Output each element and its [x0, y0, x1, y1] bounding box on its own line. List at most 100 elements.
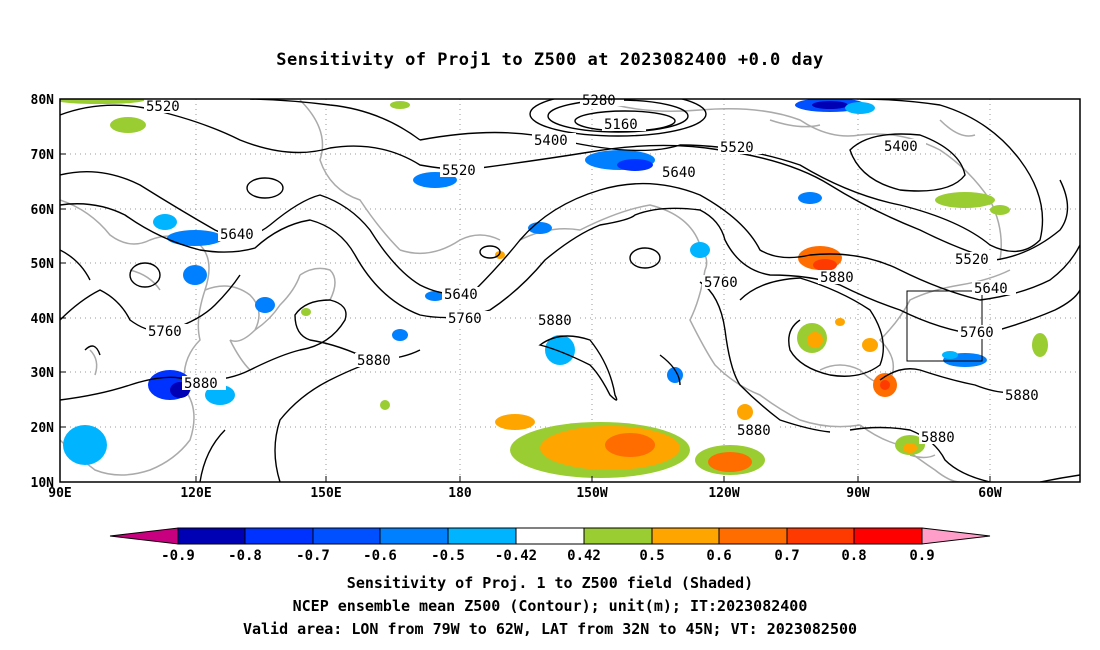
lat-tick-label: 40N — [31, 312, 55, 327]
lon-tick-labels: 90E 120E 150E 180 150W 120W 90W 60W — [48, 486, 1002, 501]
svg-text:5880: 5880 — [538, 313, 572, 329]
svg-text:5880: 5880 — [184, 376, 218, 392]
svg-text:5760: 5760 — [448, 311, 482, 327]
contour-label: 5880 — [1003, 388, 1047, 404]
contour-label: 5640 — [218, 227, 262, 243]
contour-label: 5880 — [536, 313, 580, 329]
colorbar-bin — [853, 527, 923, 545]
lon-tick-label: 60W — [978, 486, 1002, 501]
contour-label: 5520 — [144, 99, 188, 115]
colorbar-bin — [583, 527, 653, 545]
colorbar-bin — [447, 527, 517, 545]
contour-label: 5520 — [440, 163, 484, 179]
colorbar-bin — [718, 527, 788, 545]
colorbar-label: -0.8 — [228, 548, 262, 564]
svg-text:5880: 5880 — [1005, 388, 1039, 404]
colorbar-bin — [379, 527, 449, 545]
map-title: Sensitivity of Proj1 to Z500 at 20230824… — [276, 50, 824, 70]
contour-label: 5640 — [660, 165, 704, 181]
svg-text:5880: 5880 — [357, 353, 391, 369]
colorbar-label: 0.9 — [909, 548, 934, 564]
caption-shaded: Sensitivity of Proj. 1 to Z500 field (Sh… — [346, 574, 754, 592]
colorbar: -0.9 -0.8 -0.7 -0.6 -0.5 -0.42 0.42 0.5 … — [109, 527, 991, 564]
lat-tick-label: 30N — [31, 366, 55, 381]
contour-label: 5760 — [446, 311, 490, 327]
contour-label: 5880 — [735, 423, 779, 439]
contour-label: 5760 — [958, 325, 1002, 341]
lon-tick-label: 90W — [846, 486, 870, 501]
contour-label: 5880 — [818, 270, 862, 286]
coastlines — [60, 99, 1011, 482]
svg-text:5520: 5520 — [146, 99, 180, 115]
svg-text:5640: 5640 — [444, 287, 478, 303]
lat-tick-label: 80N — [31, 93, 55, 108]
caption-valid-area: Valid area: LON from 79W to 62W, LAT fro… — [242, 620, 858, 638]
colorbar-label: -0.5 — [431, 548, 465, 564]
lon-tick-label: 120E — [180, 486, 211, 501]
contour-label: 5640 — [972, 281, 1016, 297]
contour-label: 5760 — [702, 275, 746, 291]
lon-tick-label: 90E — [48, 486, 71, 501]
svg-text:5880: 5880 — [921, 430, 955, 446]
lon-tick-label: 150E — [310, 486, 341, 501]
colorbar-bin — [651, 527, 720, 545]
svg-text:5640: 5640 — [974, 281, 1008, 297]
lat-tick-label: 10N — [31, 476, 55, 491]
svg-text:5880: 5880 — [820, 270, 854, 286]
colorbar-label: 0.6 — [706, 548, 731, 564]
svg-text:5280: 5280 — [582, 93, 616, 109]
lat-tick-label: 60N — [31, 203, 55, 218]
contour-label: 5520 — [953, 252, 997, 268]
contour-label: 5280 — [580, 93, 624, 109]
colorbar-label: 0.5 — [639, 548, 664, 564]
caption-contour: NCEP ensemble mean Z500 (Contour); unit(… — [292, 597, 808, 615]
axis-ticks — [60, 153, 991, 482]
contour-label: 5880 — [919, 430, 963, 446]
contour-label: 5400 — [882, 139, 926, 155]
svg-text:5760: 5760 — [148, 324, 182, 340]
contour-label: 5640 — [442, 287, 486, 303]
svg-text:5520: 5520 — [442, 163, 476, 179]
contour-label: 5880 — [182, 376, 226, 392]
svg-text:5640: 5640 — [662, 165, 696, 181]
z500-contours — [60, 99, 1080, 482]
lon-tick-label: 150W — [576, 486, 607, 501]
colorbar-bin — [786, 527, 855, 545]
colorbar-bin — [312, 527, 381, 545]
lon-tick-label: 180 — [448, 486, 472, 501]
contour-label: 5400 — [532, 133, 576, 149]
svg-text:5520: 5520 — [955, 252, 989, 268]
lat-tick-labels: 80N 70N 60N 50N 40N 30N 20N 10N — [31, 93, 55, 491]
colorbar-label: -0.9 — [161, 548, 195, 564]
svg-text:5760: 5760 — [704, 275, 738, 291]
svg-text:5160: 5160 — [604, 117, 638, 133]
lat-tick-label: 70N — [31, 148, 55, 163]
colorbar-high-cap — [921, 527, 991, 545]
colorbar-label: 0.7 — [774, 548, 799, 564]
contour-label: 5520 — [718, 140, 762, 156]
colorbar-bin — [244, 527, 314, 545]
colorbar-label: 0.8 — [841, 548, 866, 564]
lon-tick-label: 120W — [708, 486, 739, 501]
svg-text:5400: 5400 — [884, 139, 918, 155]
svg-text:5760: 5760 — [960, 325, 994, 341]
map-panel — [60, 99, 1080, 482]
colorbar-labels: -0.9 -0.8 -0.7 -0.6 -0.5 -0.42 0.42 0.5 … — [161, 548, 935, 564]
colorbar-label: -0.42 — [495, 548, 537, 564]
svg-text:5880: 5880 — [737, 423, 771, 439]
lat-tick-label: 20N — [31, 421, 55, 436]
colorbar-label: 0.42 — [567, 548, 601, 564]
contour-labels: 5520 5280 5160 5400 5520 5400 5520 5640 … — [144, 93, 1047, 446]
map-frame — [59, 98, 1081, 483]
contour-label: 5880 — [355, 353, 399, 369]
contour-label: 5760 — [146, 324, 190, 340]
colorbar-low-cap — [109, 527, 179, 545]
svg-text:5520: 5520 — [720, 140, 754, 156]
colorbar-label: -0.6 — [363, 548, 397, 564]
colorbar-bin — [177, 527, 246, 545]
svg-text:5640: 5640 — [220, 227, 254, 243]
colorbar-label: -0.7 — [296, 548, 330, 564]
lat-tick-label: 50N — [31, 257, 55, 272]
svg-text:5400: 5400 — [534, 133, 568, 149]
